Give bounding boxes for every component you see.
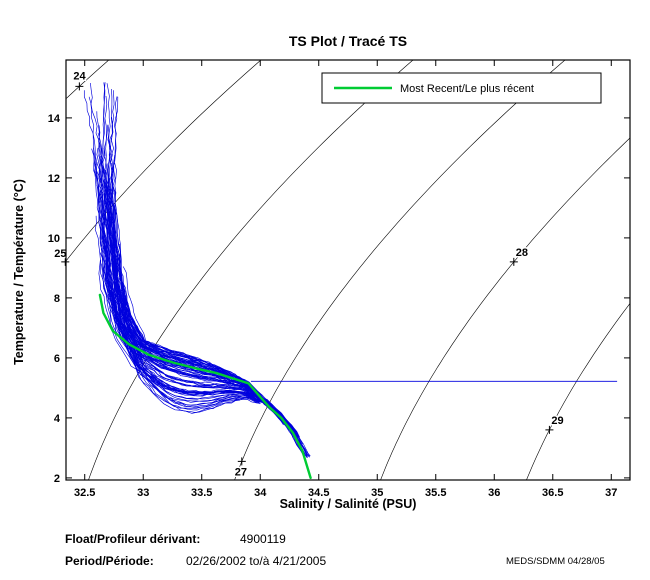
contour-label-27: 27 [235, 466, 247, 478]
most-recent-path [98, 293, 312, 480]
axis-ticks [66, 60, 630, 480]
legend: Most Recent/Le plus récent [321, 72, 602, 104]
y-tick-label: 12 [48, 173, 60, 185]
profile-line [107, 90, 299, 439]
x-tick-label: 34.5 [308, 487, 329, 499]
profile-line [111, 244, 285, 420]
y-axis-label: Temperature / Température (°C) [12, 179, 26, 365]
float-label: Float/Profileur dérivant: [65, 532, 200, 546]
contour-line-26 [88, 60, 414, 480]
float-value: 4900119 [240, 532, 286, 546]
contour-label-marker-25 [61, 257, 70, 266]
contour-label-25: 25 [54, 248, 66, 260]
period-value: 02/26/2002 to/à 4/21/2005 [186, 554, 326, 568]
x-tick-label: 35 [371, 487, 383, 499]
x-tick-label: 36.5 [542, 487, 563, 499]
period-label: Period/Période: [65, 554, 154, 568]
footer: Float/Profileur dérivant: 4900119 Period… [65, 532, 605, 568]
contour-label-marker-28 [509, 257, 518, 266]
profile-line [122, 266, 297, 432]
y-tick-label: 2 [54, 473, 60, 485]
x-tick-label: 32.5 [74, 487, 95, 499]
profile-line [110, 116, 297, 433]
y-tick-label: 10 [48, 233, 60, 245]
x-tick-label: 35.5 [425, 487, 446, 499]
contour-line-28 [380, 137, 630, 480]
contour-label-29: 29 [551, 415, 563, 427]
x-tick-label: 33.5 [191, 487, 212, 499]
legend-label: Most Recent/Le plus récent [400, 83, 534, 95]
y-tick-label: 4 [54, 413, 61, 425]
contour-label-marker-24 [75, 82, 84, 91]
x-tick-label: 36 [488, 487, 500, 499]
axis-tick-labels: 32.5 33 33.5 34 34.5 35 35.5 36 36.5 37 2 4 6 8 10 12 14 [48, 113, 618, 499]
contour-label-24: 24 [73, 70, 86, 82]
profile-line [112, 223, 290, 427]
x-tick-label: 34 [254, 487, 267, 499]
plot-background [66, 60, 630, 480]
profile-line [110, 88, 291, 426]
most-recent-profile-line [98, 293, 312, 480]
x-tick-label: 33 [137, 487, 149, 499]
contour-label-28: 28 [516, 247, 528, 259]
profile-line [94, 215, 284, 426]
x-axis-label: Salinity / Salinité (PSU) [280, 497, 417, 511]
contour-label-marker-29 [545, 425, 554, 434]
profile-line [114, 96, 303, 445]
contour-line-27 [234, 60, 566, 480]
y-tick-label: 8 [54, 293, 60, 305]
x-tick-label: 37 [605, 487, 617, 499]
y-tick-label: 14 [48, 113, 61, 125]
profile-line [107, 162, 281, 414]
y-tick-label: 6 [54, 353, 60, 365]
density-contour-labels: 24 25 27 28 29 [53, 69, 565, 480]
chart-title: TS Plot / Tracé TS [289, 33, 407, 49]
contour-label-marker-27 [237, 457, 246, 466]
plot-border [65, 59, 631, 481]
credit-text: MEDS/SDMM 04/28/05 [506, 556, 605, 567]
contour-line-24 [66, 60, 110, 100]
contour-line-25 [66, 60, 262, 262]
